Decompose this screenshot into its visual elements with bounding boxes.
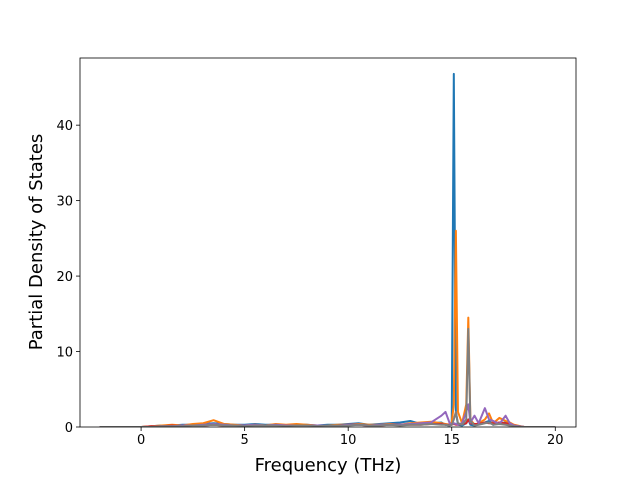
y-tick-label: 10 (56, 346, 73, 361)
plot-frame (79, 57, 577, 428)
series-line (99, 327, 556, 427)
y-axis-label: Partial Density of States (26, 134, 47, 351)
x-axis-label: Frequency (THz) (255, 455, 402, 476)
y-tick-label: 40 (56, 119, 73, 134)
y-tick-label: 30 (56, 195, 73, 210)
x-tick-label: 20 (547, 433, 564, 448)
y-tick-label: 0 (65, 421, 73, 436)
x-tick-label: 0 (137, 433, 145, 448)
y-tick-label: 20 (56, 270, 73, 285)
x-tick-label: 5 (241, 433, 249, 448)
x-tick-label: 15 (443, 433, 460, 448)
x-tick-label: 10 (340, 433, 357, 448)
